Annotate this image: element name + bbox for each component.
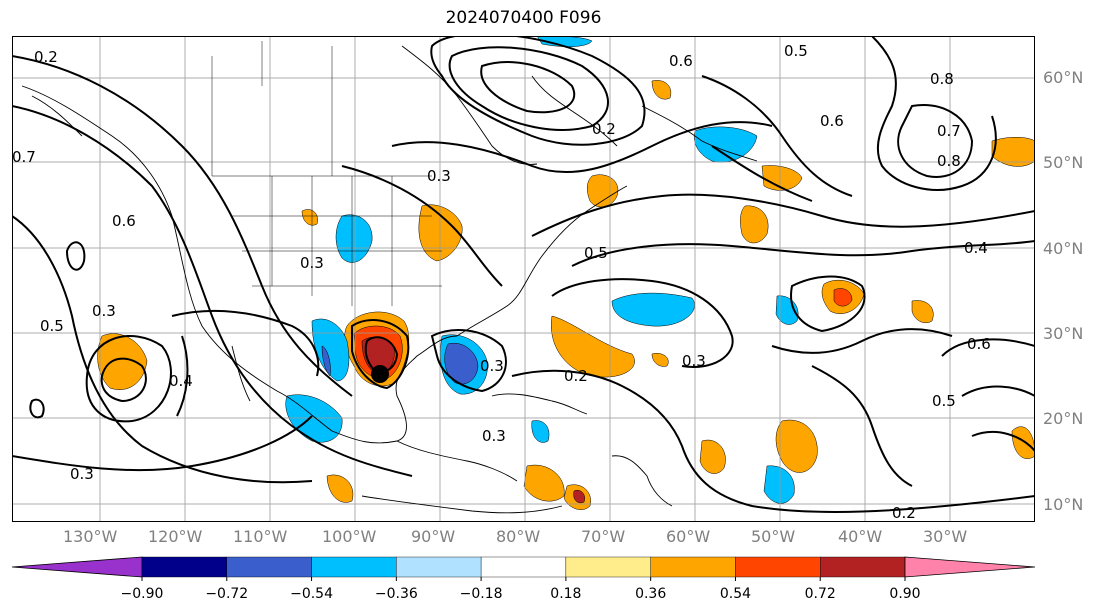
colorbar-segment [141, 556, 227, 578]
contour-label: 0.4 [169, 372, 193, 390]
lon-label: 30°W [923, 527, 968, 546]
contour-label: 0.3 [70, 465, 94, 483]
contour-label: 0.3 [682, 352, 706, 370]
lat-label: 20°N [1043, 409, 1084, 428]
contour-label: 0.2 [34, 48, 58, 66]
lat-label: 40°N [1043, 239, 1084, 258]
contour-label: 0.8 [930, 70, 954, 88]
contour-label: 0.3 [427, 167, 451, 185]
colorbar-segment [904, 556, 1036, 578]
colorbar-segment [396, 556, 482, 578]
colorbar: −0.90 −0.72 −0.54 −0.36 −0.18 0.18 0.36 0.54 0.7… [11, 556, 1036, 602]
contour-label: 0.6 [967, 335, 991, 353]
contour-label: 0.3 [300, 254, 324, 272]
storm-center-marker [371, 365, 389, 383]
lon-label: 60°W [666, 527, 711, 546]
contour-label: 0.3 [92, 302, 116, 320]
lon-label: 90°W [411, 527, 456, 546]
contour-label: 0.8 [937, 152, 961, 170]
shaded-anomalies [97, 36, 1035, 510]
colorbar-tick-label: −0.90 [121, 586, 164, 602]
colorbar-tick-label: −0.36 [375, 586, 418, 602]
colorbar-tick-label: 0.54 [720, 586, 751, 602]
lon-label: 80°W [496, 527, 541, 546]
colorbar-segment [226, 556, 312, 578]
contour-label: 0.5 [584, 244, 608, 262]
colorbar-tick-label: 0.36 [635, 586, 666, 602]
colorbar-segment [565, 556, 651, 578]
graticule [12, 36, 1035, 522]
contour-label: 0.4 [964, 239, 988, 257]
colorbar-segments [11, 556, 1036, 578]
lat-label: 60°N [1043, 68, 1084, 87]
lon-label: 40°W [838, 527, 883, 546]
contour-label: 0.7 [937, 122, 961, 140]
colorbar-segment [480, 556, 567, 578]
colorbar-segment [735, 556, 821, 578]
contour-label: 0.6 [820, 112, 844, 130]
contour-label: 0.6 [669, 52, 693, 70]
colorbar-tick-label: 0.72 [805, 586, 836, 602]
colorbar-tick-label: 0.18 [550, 586, 581, 602]
colorbar-ticks: −0.90 −0.72 −0.54 −0.36 −0.18 0.18 0.36 0.54 0.7… [121, 577, 921, 602]
lon-label: 130°W [63, 527, 118, 546]
contour-label: 0.2 [592, 120, 616, 138]
lon-label: 70°W [581, 527, 626, 546]
contour-label: 0.7 [12, 148, 36, 166]
contour-label: 0.5 [784, 42, 808, 60]
colorbar-segment [650, 556, 736, 578]
contour-lines [12, 36, 1035, 513]
coastlines [21, 45, 758, 514]
lat-label: 30°N [1043, 324, 1084, 343]
contour-label: 0.5 [932, 392, 956, 410]
contour-label: 0.2 [564, 367, 588, 385]
contour-label: 0.6 [112, 212, 136, 230]
colorbar-tick-label: −0.54 [290, 586, 333, 602]
longitude-labels: 130°W 120°W 110°W 100°W 90°W 80°W 70°W 6… [0, 527, 1105, 549]
lat-label: 50°N [1043, 153, 1084, 172]
contour-label-group: 0.2 0.7 0.6 0.3 0.5 0.3 0.3 0.2 0.3 0.4 … [12, 42, 991, 522]
lon-label: 120°W [148, 527, 203, 546]
contour-label: 0.3 [480, 357, 504, 375]
colorbar-tick-label: −0.18 [460, 586, 503, 602]
state-borders [211, 41, 442, 306]
lat-label: 10°N [1043, 495, 1084, 514]
colorbar-segment [311, 556, 397, 578]
colorbar-segment [11, 556, 143, 578]
colorbar-tick-label: −0.72 [205, 586, 248, 602]
colorbar-tick-label: 0.90 [889, 586, 920, 602]
lon-label: 50°W [751, 527, 796, 546]
contour-label: 0.5 [40, 317, 64, 335]
lon-label: 110°W [233, 527, 288, 546]
map-title: 2024070400 F096 [445, 8, 602, 28]
contour-label: 0.3 [482, 427, 506, 445]
lon-label: 100°W [322, 527, 377, 546]
contour-label: 0.2 [892, 504, 916, 522]
colorbar-segment [820, 556, 906, 578]
weather-map: 0.2 0.7 0.6 0.3 0.5 0.3 0.3 0.2 0.3 0.4 … [12, 36, 1035, 522]
